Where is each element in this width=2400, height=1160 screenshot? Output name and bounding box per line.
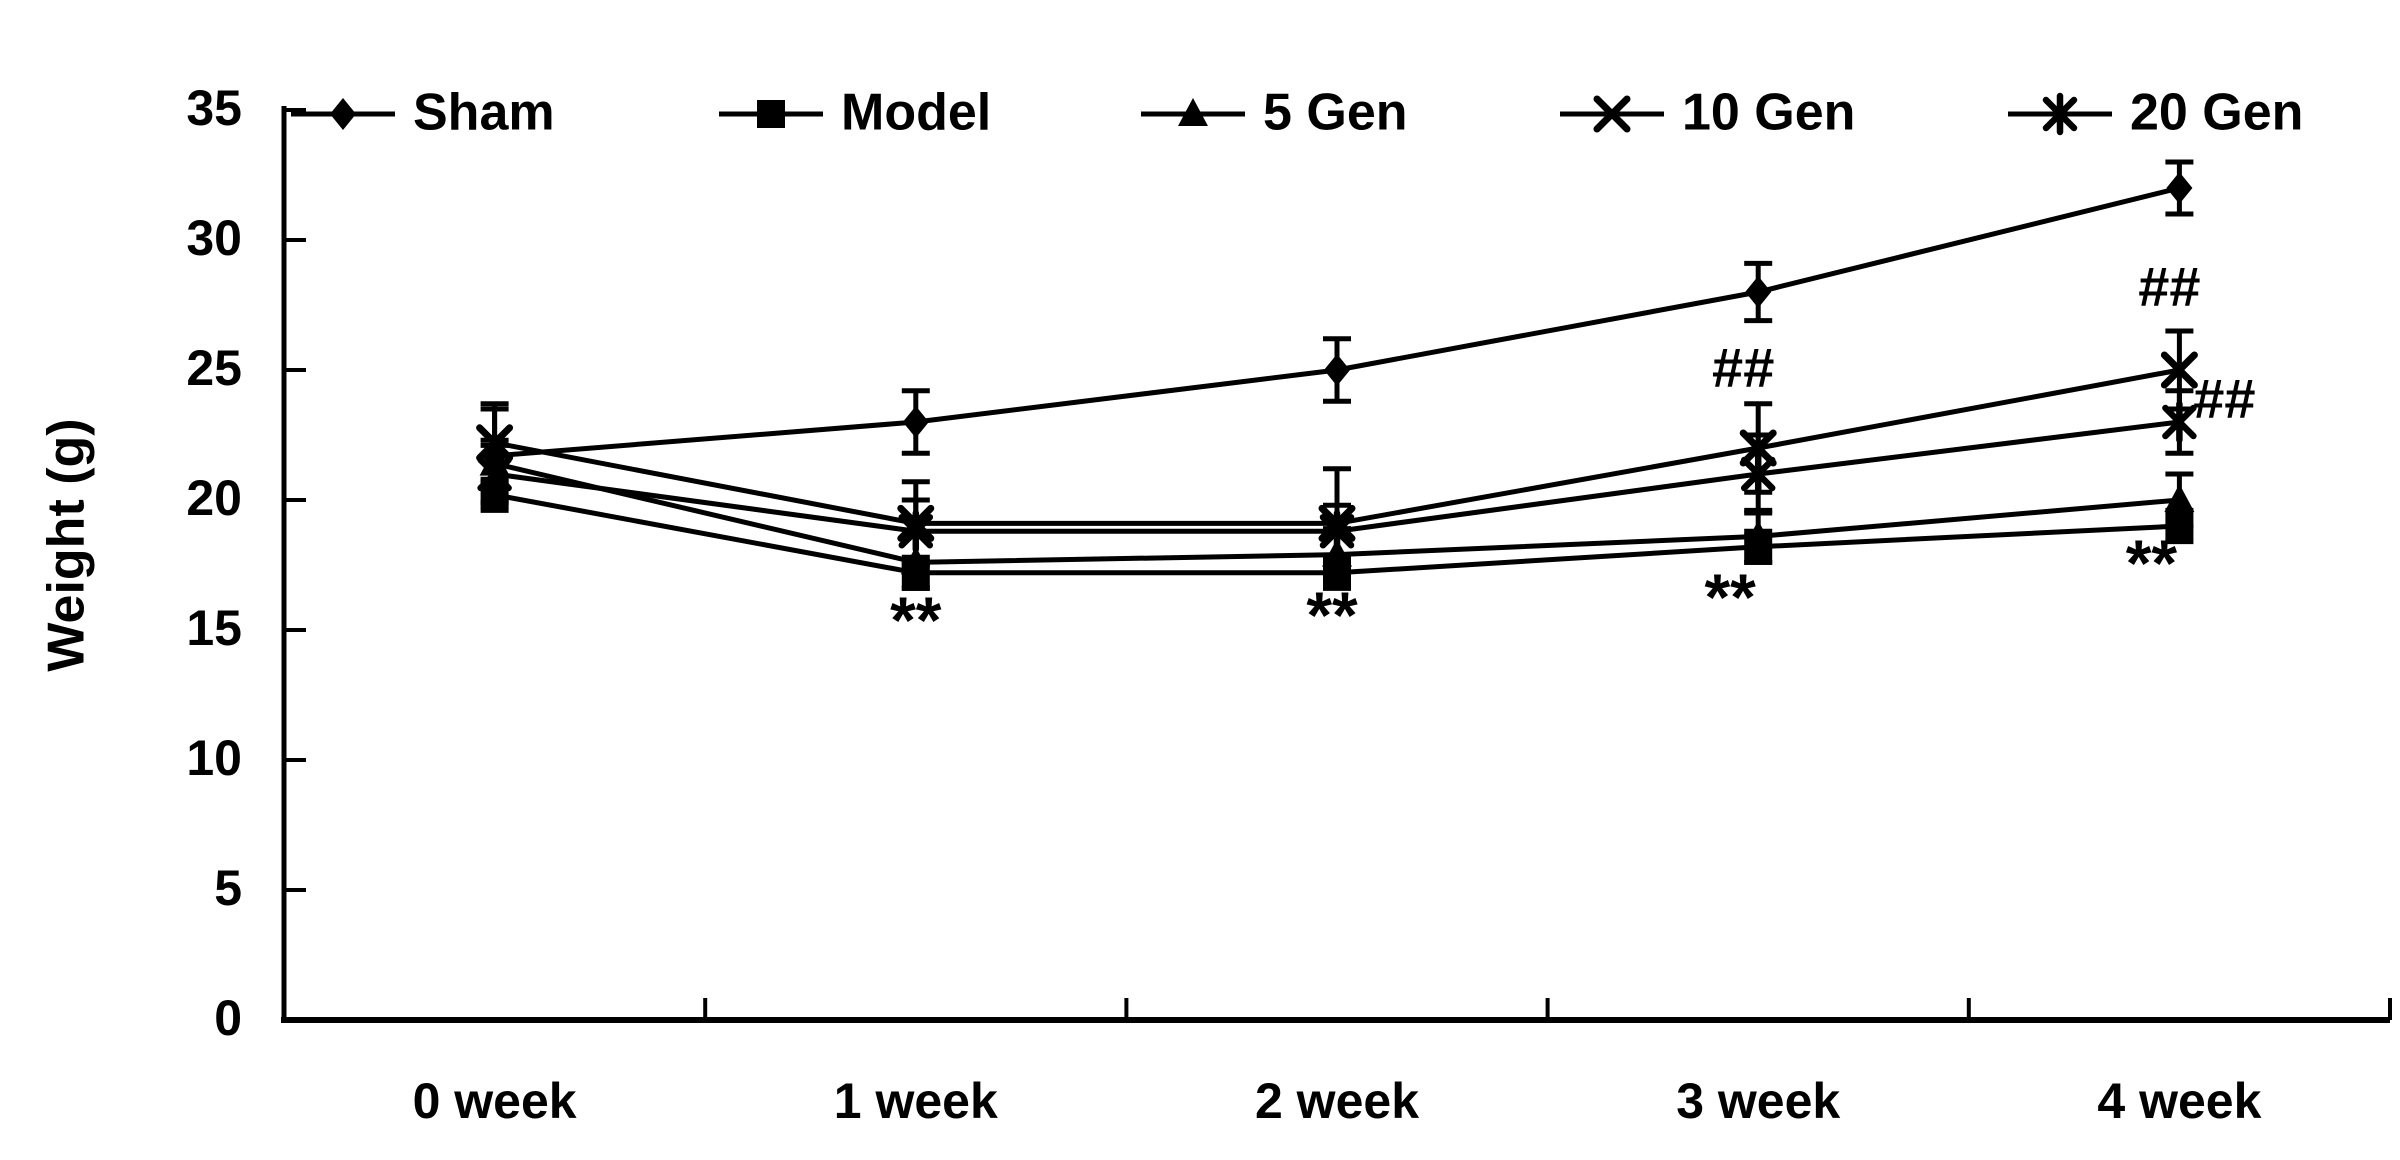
diamond-icon: [902, 406, 929, 438]
asterisk-shape: [898, 509, 934, 553]
x-icon: [1593, 95, 1631, 133]
triangle-icon: [1178, 98, 1208, 126]
diamond-icon: [1745, 276, 1772, 308]
asterisk-icon: [1319, 509, 1355, 553]
triangle-icon: [1322, 538, 1352, 567]
asterisk-shape: [477, 452, 512, 496]
data-point-20-gen: [477, 452, 512, 496]
asterisk-icon: [2162, 400, 2197, 444]
diamond-shape: [1324, 354, 1350, 386]
asterisk-icon: [898, 509, 934, 553]
legend-item-sham: Sham: [291, 84, 555, 142]
data-points-layer: [476, 172, 2198, 587]
data-point-20-gen: [2162, 400, 2197, 444]
annotations-layer: ** ** ** ** ## ## ##: [890, 255, 2255, 657]
triangle-shape: [2164, 484, 2195, 512]
x-shape: [476, 424, 514, 462]
legend-label: 5 Gen: [1263, 84, 1408, 142]
y-tick-label: 5: [214, 860, 242, 916]
legend-item-20-gen: 20 Gen: [2008, 84, 2303, 142]
y-tick-label: 10: [186, 730, 242, 786]
asterisk-icon: [2042, 92, 2078, 136]
data-point-sham: [1324, 354, 1350, 386]
asterisk-shape: [2162, 400, 2197, 444]
x-icon: [2160, 351, 2198, 389]
diamond-shape: [2166, 172, 2193, 204]
triangle-shape: [1322, 538, 1352, 567]
y-tick-label: 30: [186, 210, 242, 266]
data-point-sham: [902, 406, 929, 438]
y-tick-label: 20: [186, 470, 242, 526]
diamond-shape: [902, 406, 929, 438]
x-shape: [1593, 95, 1631, 133]
hash-significance-annotation: ##: [2193, 367, 2255, 430]
diamond-icon: [330, 98, 356, 130]
legend-label: 10 Gen: [1682, 84, 1855, 142]
triangle-icon: [900, 546, 931, 575]
star-significance-annotation: **: [2126, 526, 2178, 600]
data-point-sham: [1745, 276, 1772, 308]
legend-item-model: Model: [719, 84, 991, 142]
square-shape: [2165, 512, 2194, 540]
data-point-5-gen: [900, 546, 931, 575]
data-point-10-gen: [1739, 429, 1777, 467]
legend-item-10-gen: 10 Gen: [1560, 84, 1855, 142]
legend-label: 20 Gen: [2130, 84, 2303, 142]
asterisk-shape: [1319, 509, 1355, 553]
triangle-shape: [1743, 520, 1774, 549]
data-point-5-gen: [1743, 520, 1774, 549]
data-point-20-gen: [1740, 452, 1776, 496]
data-point-20-gen: [898, 509, 934, 553]
legend-label: Sham: [413, 84, 555, 142]
x-shape: [1739, 429, 1777, 467]
star-significance-annotation: **: [1705, 560, 1757, 634]
y-tick-label: 25: [186, 340, 242, 396]
x-tick-label: 3 week: [1676, 1073, 1840, 1129]
x-tick-label: 4 week: [2097, 1073, 2261, 1129]
y-axis-title: Weight (g): [38, 418, 96, 671]
data-point-10-gen: [2160, 351, 2198, 389]
hash-significance-annotation: ##: [1712, 336, 1774, 399]
triangle-icon: [1743, 520, 1774, 549]
square-shape: [757, 100, 785, 128]
data-point-model: [2165, 512, 2194, 540]
x-shape: [2160, 351, 2198, 389]
triangle-shape: [1178, 98, 1208, 126]
data-point-20-gen: [1319, 509, 1355, 553]
asterisk-icon: [477, 452, 512, 496]
star-significance-annotation: **: [1306, 578, 1358, 652]
diamond-shape: [330, 98, 356, 130]
diamond-icon: [2166, 172, 2193, 204]
diamond-icon: [1324, 354, 1350, 386]
diamond-shape: [1745, 276, 1772, 308]
y-tick-label: 0: [214, 990, 242, 1046]
hash-significance-annotation: ##: [2138, 255, 2200, 318]
asterisk-icon: [1740, 452, 1776, 496]
triangle-shape: [900, 546, 931, 575]
x-icon: [1739, 429, 1777, 467]
data-point-10-gen: [476, 424, 514, 462]
y-tick-label: 15: [186, 600, 242, 656]
data-point-sham: [2166, 172, 2193, 204]
axes: 0 5 10 15 20 25 30 35 0 week 1 week 2 week 3 week 4 …: [38, 80, 2392, 1129]
legend-label: Model: [841, 84, 991, 142]
y-tick-label: 35: [186, 80, 242, 136]
x-icon: [476, 424, 514, 462]
legend: Sham Model 5 Gen 10 Gen 20 Gen: [291, 84, 2303, 142]
star-significance-annotation: **: [890, 583, 942, 657]
square-icon: [757, 100, 785, 128]
x-tick-label: 0 week: [413, 1073, 577, 1129]
data-point-5-gen: [1322, 538, 1352, 567]
data-point-5-gen: [2164, 484, 2195, 512]
asterisk-shape: [1740, 452, 1776, 496]
x-tick-label: 1 week: [834, 1073, 998, 1129]
square-icon: [2165, 512, 2194, 540]
asterisk-shape: [2042, 92, 2078, 136]
x-tick-label: 2 week: [1255, 1073, 1419, 1129]
triangle-icon: [2164, 484, 2195, 512]
legend-item-5-gen: 5 Gen: [1141, 84, 1408, 142]
